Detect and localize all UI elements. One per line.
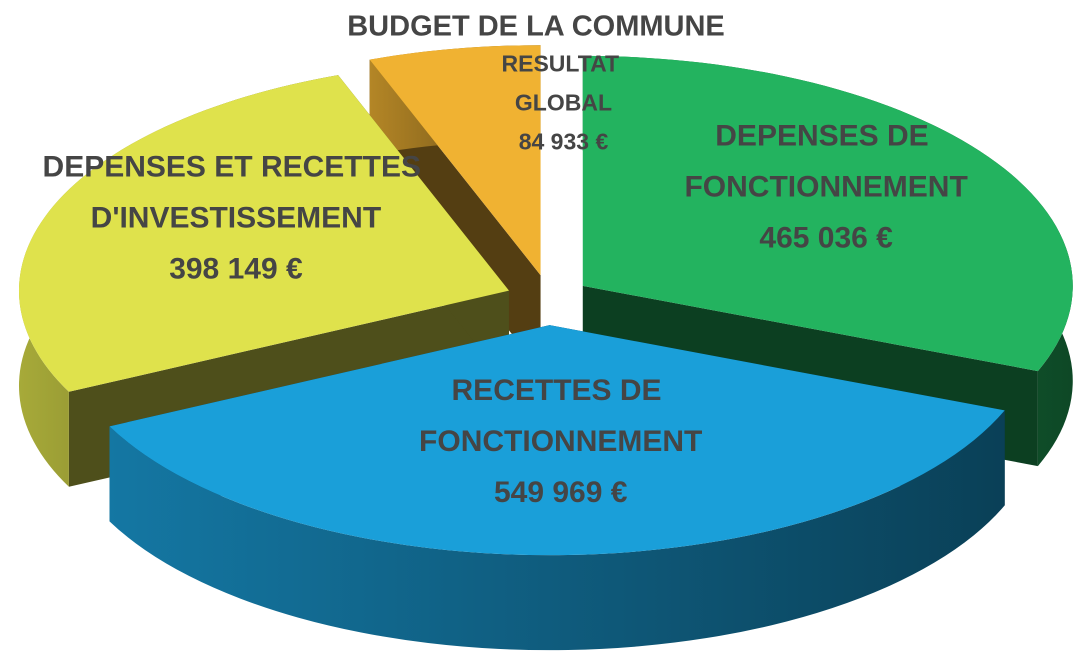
- slice: [18, 75, 509, 487]
- slice-top: [369, 45, 541, 276]
- value-label: 465 036 €: [759, 221, 893, 254]
- slice-label: DEPENSES ET RECETTES D'INVESTISSEMENT: [43, 150, 430, 234]
- slice-top: [109, 325, 1005, 556]
- slice-label: DEPENSES DE FONCTIONNEMENT: [684, 119, 967, 203]
- slice-top: [582, 55, 1073, 372]
- slice-label: RECETTES DE FONCTIONNEMENT: [419, 374, 702, 458]
- value-label: 398 149 €: [169, 252, 303, 285]
- value-label: 549 969 €: [494, 476, 628, 509]
- value-label: 84 933 €: [519, 129, 609, 155]
- slice-label: RESULTAT GLOBAL: [502, 50, 626, 115]
- slice-side: [109, 410, 1005, 651]
- slice-top: [18, 75, 509, 392]
- slice: [109, 325, 1005, 651]
- chart-title: BUDGET DE LA COMMUNE: [347, 11, 725, 43]
